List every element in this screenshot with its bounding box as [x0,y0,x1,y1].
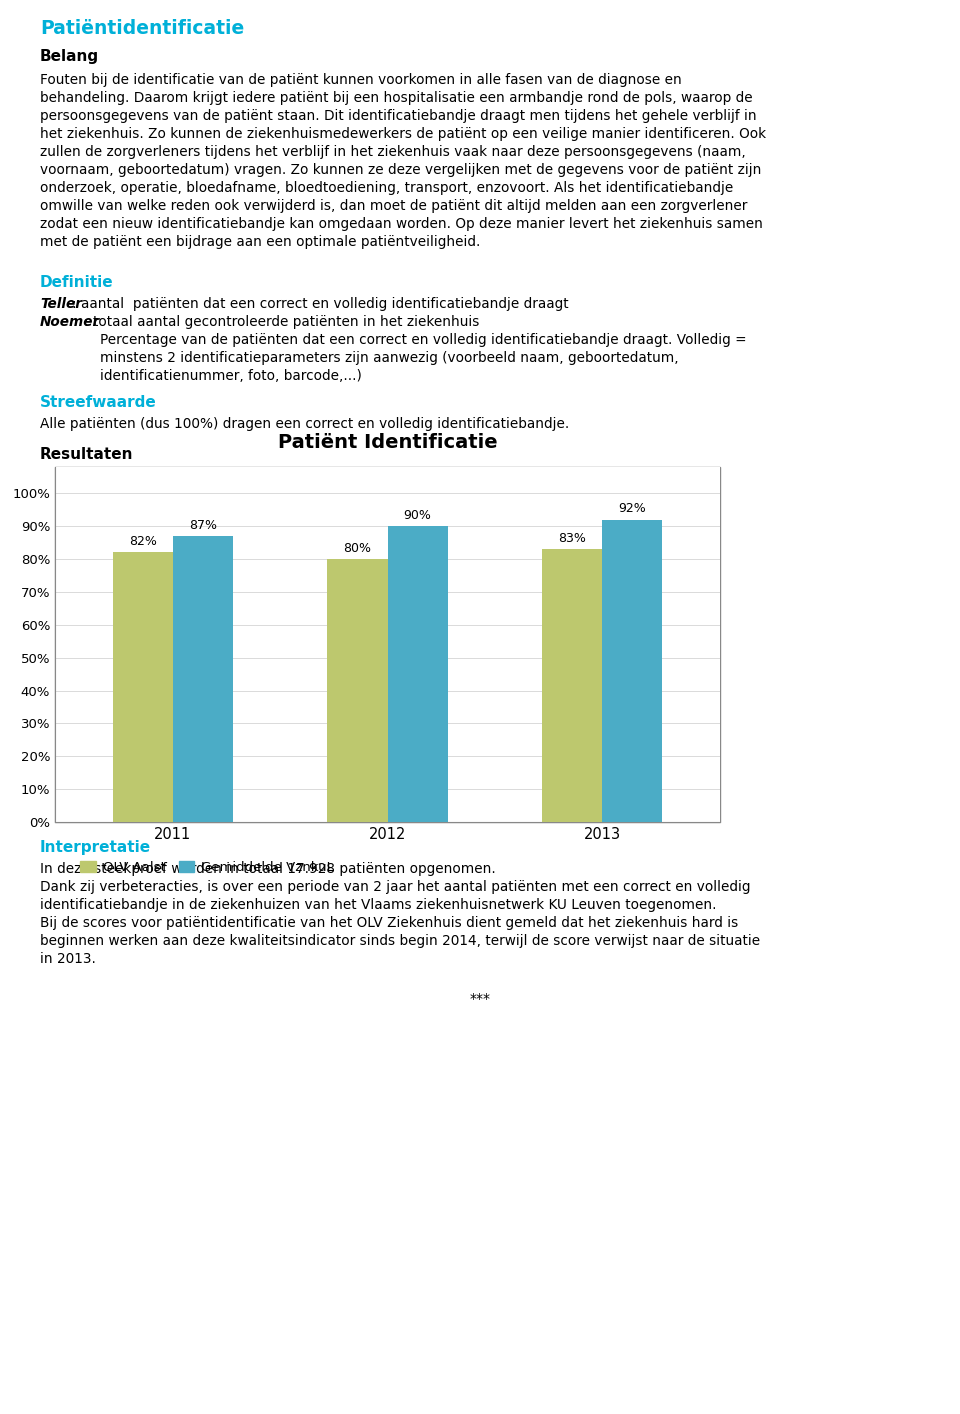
Text: Fouten bij de identificatie van de patiënt kunnen voorkomen in alle fasen van de: Fouten bij de identificatie van de patië… [40,74,682,88]
Text: Interpretatie: Interpretatie [40,840,151,855]
Text: Patiëntidentificatie: Patiëntidentificatie [40,18,244,38]
Text: : totaal aantal gecontroleerde patiënten in het ziekenhuis: : totaal aantal gecontroleerde patiënten… [84,315,479,329]
Text: Resultaten: Resultaten [40,447,133,462]
Text: identificatiebandje in de ziekenhuizen van het Vlaams ziekenhuisnetwerk KU Leuve: identificatiebandje in de ziekenhuizen v… [40,898,716,912]
Legend: OLV Aalst, Gemiddelde VznkuL: OLV Aalst, Gemiddelde VznkuL [75,855,339,880]
Text: Percentage van de patiënten dat een correct en volledig identificatiebandje draa: Percentage van de patiënten dat een corr… [100,334,747,346]
Bar [542,549,602,822]
Bar [173,536,233,822]
Text: Streefwaarde: Streefwaarde [40,395,156,410]
Text: In deze steekproef werden in totaal 17.928 patiënten opgenomen.: In deze steekproef werden in totaal 17.9… [40,863,495,877]
Text: 92%: 92% [618,502,646,516]
Text: minstens 2 identificatieparameters zijn aanwezig (voorbeeld naam, geboortedatum,: minstens 2 identificatieparameters zijn … [100,351,679,365]
Text: Bij de scores voor patiëntidentificatie van het OLV Ziekenhuis dient gemeld dat : Bij de scores voor patiëntidentificatie … [40,916,738,930]
Text: in 2013.: in 2013. [40,952,96,966]
Text: persoonsgegevens van de patiënt staan. Dit identificatiebandje draagt men tijden: persoonsgegevens van de patiënt staan. D… [40,109,756,123]
Text: Alle patiënten (dus 100%) dragen een correct en volledig identificatiebandje.: Alle patiënten (dus 100%) dragen een cor… [40,417,569,431]
Text: 87%: 87% [189,519,217,532]
Text: 80%: 80% [344,542,372,554]
Text: ***: *** [469,993,491,1005]
Text: 83%: 83% [558,532,586,544]
Text: identificatienummer, foto, barcode,...): identificatienummer, foto, barcode,...) [100,369,362,383]
Text: Definitie: Definitie [40,274,113,290]
Text: Noemer: Noemer [40,315,100,329]
Text: het ziekenhuis. Zo kunnen de ziekenhuismedewerkers de patiënt op een veilige man: het ziekenhuis. Zo kunnen de ziekenhuism… [40,127,766,141]
Text: zodat een nieuw identificatiebandje kan omgedaan worden. Op deze manier levert h: zodat een nieuw identificatiebandje kan … [40,216,763,230]
Text: zullen de zorgverleners tijdens het verblijf in het ziekenhuis vaak naar deze pe: zullen de zorgverleners tijdens het verb… [40,146,746,158]
Text: : aantal  patiënten dat een correct en volledig identificatiebandje draagt: : aantal patiënten dat een correct en vo… [72,297,568,311]
Text: voornaam, geboortedatum) vragen. Zo kunnen ze deze vergelijken met de gegevens v: voornaam, geboortedatum) vragen. Zo kunn… [40,163,761,177]
Text: behandeling. Daarom krijgt iedere patiënt bij een hospitalisatie een armbandje r: behandeling. Daarom krijgt iedere patiën… [40,90,753,105]
Bar [113,553,173,822]
Bar [55,467,720,822]
Text: beginnen werken aan deze kwaliteitsindicator sinds begin 2014, terwijl de score : beginnen werken aan deze kwaliteitsindic… [40,935,760,947]
Text: Teller: Teller [40,297,82,311]
Bar [388,526,447,822]
Bar [327,559,388,822]
Text: Dank zij verbeteracties, is over een periode van 2 jaar het aantal patiënten met: Dank zij verbeteracties, is over een per… [40,880,751,894]
Text: onderzoek, operatie, bloedafname, bloedtoediening, transport, enzovoort. Als het: onderzoek, operatie, bloedafname, bloedt… [40,181,733,195]
Text: met de patiënt een bijdrage aan een optimale patiëntveiligheid.: met de patiënt een bijdrage aan een opti… [40,235,480,249]
Text: 90%: 90% [403,509,431,522]
Text: Belang: Belang [40,49,99,64]
Title: Patiënt Identificatie: Patiënt Identificatie [277,433,497,451]
Text: 82%: 82% [129,536,156,549]
Bar [602,519,662,822]
Text: omwille van welke reden ook verwijderd is, dan moet de patiënt dit altijd melden: omwille van welke reden ook verwijderd i… [40,199,748,214]
